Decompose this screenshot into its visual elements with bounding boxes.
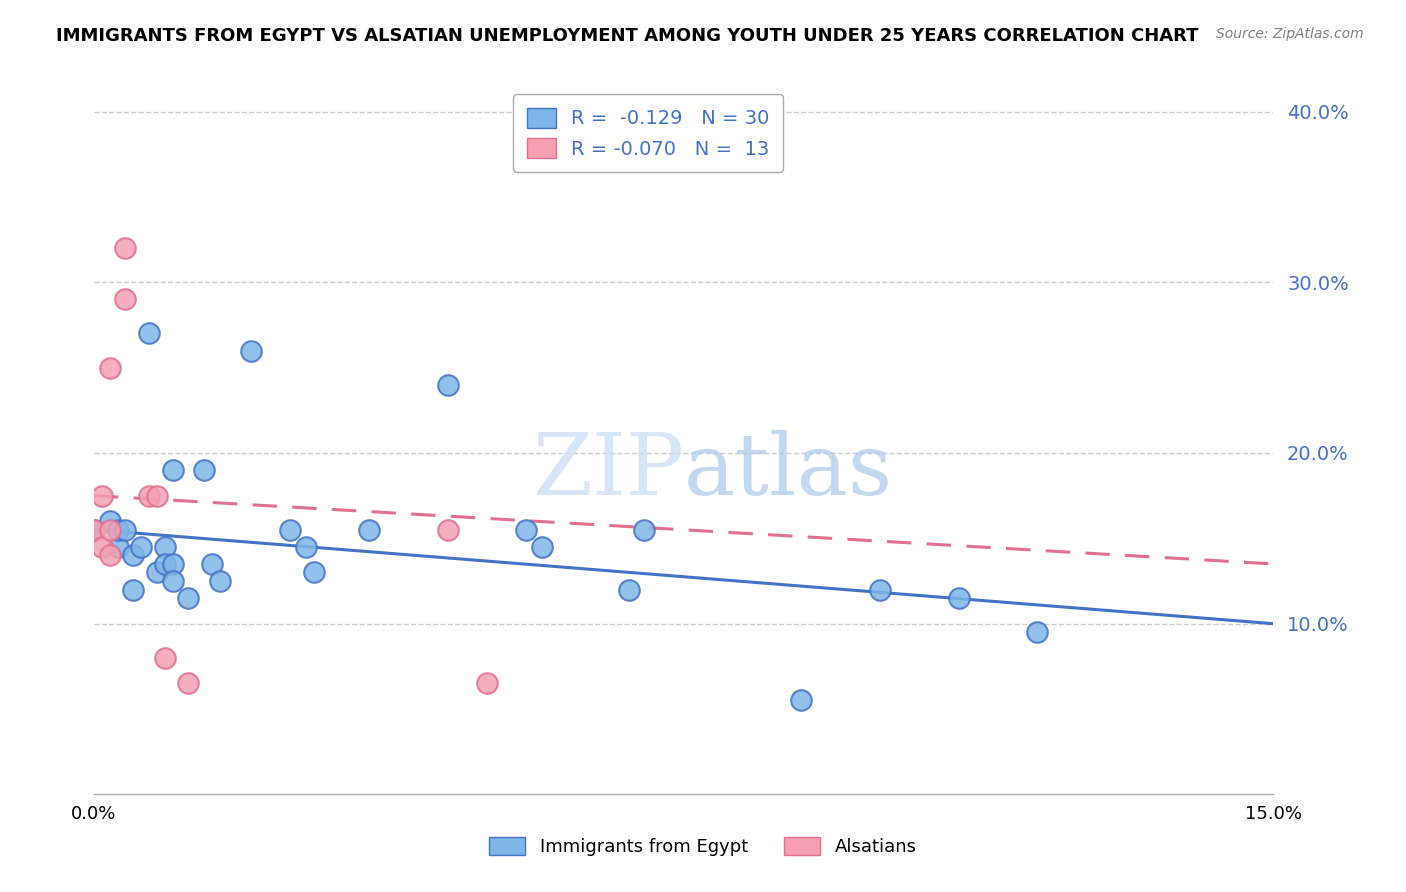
Text: IMMIGRANTS FROM EGYPT VS ALSATIAN UNEMPLOYMENT AMONG YOUTH UNDER 25 YEARS CORREL: IMMIGRANTS FROM EGYPT VS ALSATIAN UNEMPL… xyxy=(56,27,1199,45)
Point xyxy=(177,676,200,690)
Point xyxy=(122,582,145,597)
Point xyxy=(201,557,224,571)
Point xyxy=(83,523,105,537)
Point xyxy=(177,591,200,605)
Point xyxy=(162,574,184,588)
Point xyxy=(948,591,970,605)
Point xyxy=(138,489,160,503)
Point xyxy=(193,463,215,477)
Legend: R =  -0.129   N = 30, R = -0.070   N =  13: R = -0.129 N = 30, R = -0.070 N = 13 xyxy=(513,95,783,172)
Point xyxy=(153,540,176,554)
Point xyxy=(515,523,537,537)
Point xyxy=(107,523,129,537)
Point xyxy=(162,463,184,477)
Point xyxy=(122,549,145,563)
Point xyxy=(302,566,325,580)
Point xyxy=(114,241,136,255)
Point xyxy=(114,523,136,537)
Point xyxy=(153,557,176,571)
Point xyxy=(114,293,136,307)
Text: ZIP: ZIP xyxy=(531,430,683,513)
Point xyxy=(436,377,458,392)
Text: Source: ZipAtlas.com: Source: ZipAtlas.com xyxy=(1216,27,1364,41)
Point xyxy=(146,566,169,580)
Point xyxy=(617,582,640,597)
Point xyxy=(146,489,169,503)
Point xyxy=(153,650,176,665)
Point xyxy=(129,540,152,554)
Point xyxy=(531,540,554,554)
Point xyxy=(240,343,263,358)
Point xyxy=(90,489,112,503)
Point xyxy=(98,549,121,563)
Point xyxy=(633,523,655,537)
Point xyxy=(208,574,231,588)
Point xyxy=(162,557,184,571)
Legend: Immigrants from Egypt, Alsatians: Immigrants from Egypt, Alsatians xyxy=(481,828,925,865)
Point xyxy=(90,540,112,554)
Point xyxy=(280,523,302,537)
Point xyxy=(98,514,121,528)
Point xyxy=(436,523,458,537)
Point xyxy=(98,523,121,537)
Point xyxy=(790,693,813,707)
Point xyxy=(475,676,498,690)
Point xyxy=(1026,625,1049,640)
Point xyxy=(98,360,121,375)
Point xyxy=(869,582,891,597)
Point xyxy=(107,540,129,554)
Point xyxy=(295,540,318,554)
Point xyxy=(138,326,160,341)
Point xyxy=(83,523,105,537)
Text: atlas: atlas xyxy=(683,430,893,513)
Point xyxy=(359,523,381,537)
